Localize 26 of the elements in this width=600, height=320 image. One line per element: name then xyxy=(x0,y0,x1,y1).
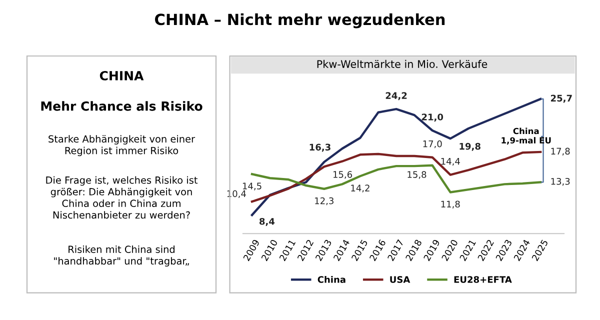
data-label: 14,4 xyxy=(441,158,460,166)
legend-label: China xyxy=(318,276,346,283)
legend-label: EU28+EFTA xyxy=(454,276,512,283)
legend-label: USA xyxy=(390,276,410,283)
data-label: 15,8 xyxy=(408,171,426,179)
data-label: 21,0 xyxy=(422,114,444,122)
data-label: 24,2 xyxy=(386,92,407,100)
data-label: 25,7 xyxy=(550,94,572,103)
data-label: 14,2 xyxy=(351,184,370,192)
text: CHINA xyxy=(100,70,144,80)
data-label: 8,4 xyxy=(260,218,275,226)
data-label: 17,0 xyxy=(423,140,442,148)
chart-subtitle: Pkw-Weltmärkte in Mio. Verkäufe xyxy=(317,60,488,68)
data-label: 17,8 xyxy=(551,148,570,156)
text: Die Frage ist, welches Risiko ist größer: Die Abhängigkeit von China oder in China zum Nischenanbieter zu werden? xyxy=(46,176,198,219)
data-label: 11,8 xyxy=(441,200,460,208)
data-label: 16,3 xyxy=(310,144,330,152)
chart-title: CHINA – Nicht mehr wegzudenken xyxy=(155,13,445,28)
text: Starke Abhängigkeit von einer Region ist immer Risiko xyxy=(48,135,196,156)
data-label: 15,6 xyxy=(333,171,352,179)
text: Risiken mit China sind "handhabbar" und "tragbar„ xyxy=(54,245,189,267)
data-label: 19,8 xyxy=(460,142,480,151)
text: Mehr Chance als Risiko xyxy=(41,101,202,111)
data-label: 12,3 xyxy=(315,197,334,206)
data-label: 14,5 xyxy=(242,182,262,190)
data-label: 13,3 xyxy=(551,178,570,186)
